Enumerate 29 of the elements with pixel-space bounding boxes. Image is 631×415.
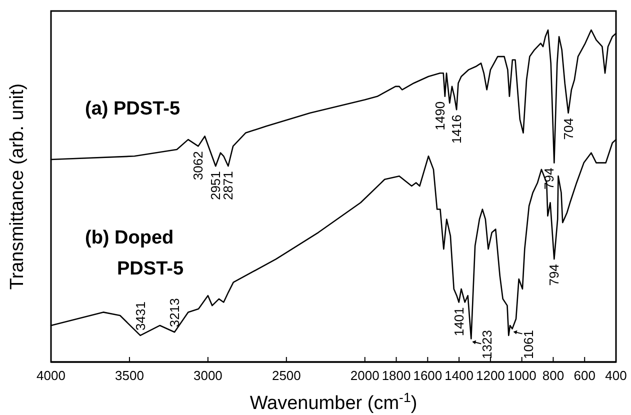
x-tick-label: 4000	[36, 368, 66, 384]
x-tick-label: 600	[574, 368, 596, 384]
x-tick-label: 3000	[193, 368, 222, 384]
y-axis-title: Transmittance (arb. unit)	[7, 83, 28, 290]
x-tick-label: 1800	[382, 368, 411, 384]
annotation: 794	[546, 264, 562, 286]
x-tick-label: 400	[605, 368, 627, 384]
x-tick-label: 1600	[413, 368, 442, 384]
annotation: 2951	[208, 171, 224, 200]
annotation: 3213	[167, 298, 182, 328]
x-tick-label: 1200	[476, 368, 505, 384]
x-tick-label: 800	[542, 368, 564, 384]
annotation: 1061	[520, 330, 536, 359]
annotation: 3431	[132, 302, 148, 330]
annotation: 1416	[449, 114, 464, 144]
x-tick-label: 3500	[115, 368, 144, 384]
annotation: 3062	[190, 151, 206, 180]
x-tick-label: 2000	[350, 368, 380, 384]
x-tick-label: 1400	[444, 368, 474, 384]
series-label: (b) Doped PDST-5	[85, 227, 184, 280]
annotation: 1401	[451, 307, 466, 336]
annotation: 1323	[480, 330, 495, 359]
x-tick-label: 2500	[272, 368, 301, 384]
series-label: (a) PDST-5	[85, 98, 180, 120]
annotation: 704	[560, 118, 576, 140]
annotation: 2871	[220, 171, 236, 200]
annotation: 1490	[432, 101, 448, 130]
x-tick-label: 1000	[507, 368, 536, 384]
x-axis-title: Wavenumber (cm$^{-1}$)	[250, 390, 418, 414]
